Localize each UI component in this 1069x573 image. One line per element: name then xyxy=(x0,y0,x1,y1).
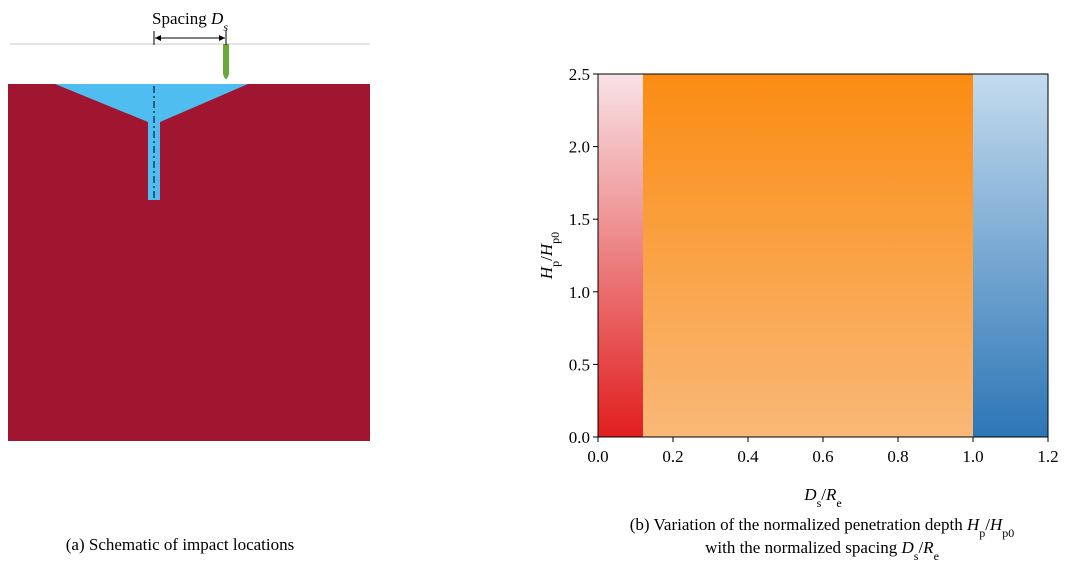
x-axis-label: Ds/Re xyxy=(803,485,841,510)
y-tick-label: 1.0 xyxy=(569,283,590,302)
text-part: / xyxy=(985,515,990,534)
text-part: H xyxy=(537,265,556,280)
text-part: s xyxy=(817,496,822,510)
spacing-label: Spacing Ds xyxy=(152,9,228,34)
projectile xyxy=(223,44,229,79)
x-tick-label: 0.2 xyxy=(662,447,683,466)
schematic xyxy=(8,31,370,441)
text-part: / xyxy=(821,485,826,504)
text-part: H xyxy=(537,242,556,257)
text-part: (b) Variation of the normalized penetrat… xyxy=(630,515,967,534)
text-part: p0 xyxy=(1002,526,1014,540)
x-tick-label: 0.4 xyxy=(737,447,759,466)
caption-b: with the normalized spacing Ds/Re xyxy=(705,538,939,563)
text-part: (a) Schematic of impact locations xyxy=(66,535,294,554)
x-tick-label: 0.8 xyxy=(887,447,908,466)
text-part: p xyxy=(548,261,562,267)
y-tick-label: 2.0 xyxy=(569,138,590,157)
region xyxy=(643,74,973,437)
caption-a: (a) Schematic of impact locations xyxy=(66,535,294,554)
x-tick-label: 1.0 xyxy=(962,447,983,466)
x-tick-label: 0.0 xyxy=(587,447,608,466)
text-part: H xyxy=(989,515,1004,534)
text-part: p xyxy=(979,526,985,540)
y-axis-label: Hp/Hp0 xyxy=(537,232,562,280)
y-tick-label: 0.0 xyxy=(569,428,590,447)
text-part: D xyxy=(900,538,914,557)
text-part: Spacing xyxy=(152,9,211,28)
text-part: s xyxy=(223,20,228,34)
text-part: R xyxy=(825,485,837,504)
chart: 0.0 0.2 0.4 0.6 0.8 1.0 1.2 0.0 0.5 1.0 1.5 2.0 2.5 xyxy=(569,65,1059,466)
crater xyxy=(55,84,248,200)
region xyxy=(598,74,643,437)
text-part: s xyxy=(914,549,919,563)
text-part: e xyxy=(836,496,841,510)
text-part: D xyxy=(803,485,817,504)
x-tick-label: 1.2 xyxy=(1037,447,1058,466)
text-part: p0 xyxy=(548,232,562,244)
text-part: H xyxy=(966,515,981,534)
text-part: / xyxy=(537,256,556,261)
caption-b: (b) Variation of the normalized penetrat… xyxy=(630,515,1015,540)
x-tick-label: 0.6 xyxy=(812,447,833,466)
region xyxy=(973,74,1048,437)
text-part: with the normalized spacing xyxy=(705,538,901,557)
y-tick-label: 1.5 xyxy=(569,210,590,229)
y-tick-label: 2.5 xyxy=(569,65,590,84)
text-part: / xyxy=(918,538,923,557)
text-part: e xyxy=(934,549,939,563)
y-tick-label: 0.5 xyxy=(569,355,590,374)
target-block xyxy=(8,84,370,441)
text-part: D xyxy=(210,9,224,28)
text-part: R xyxy=(922,538,934,557)
